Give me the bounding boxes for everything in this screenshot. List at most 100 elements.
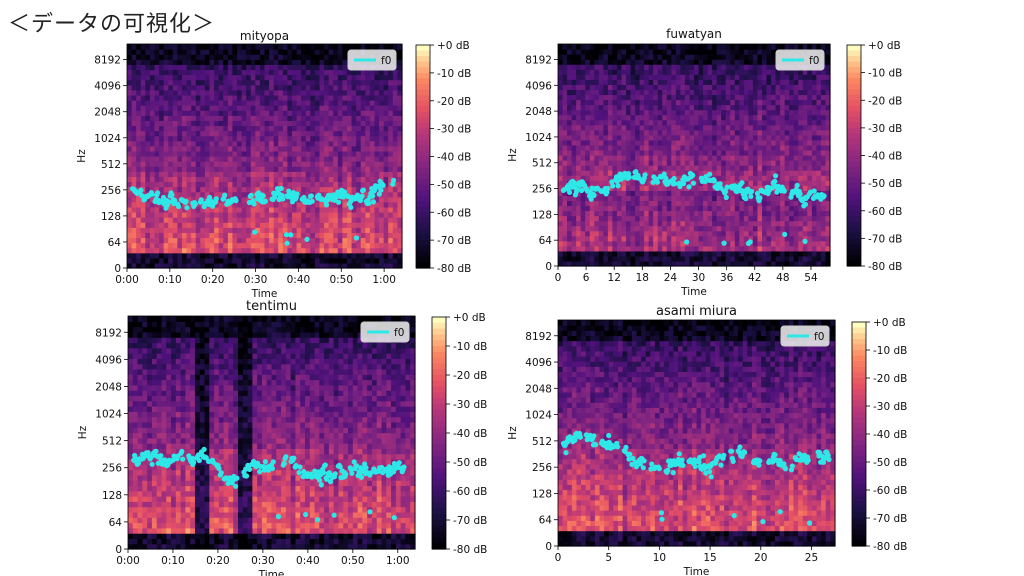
f0-point bbox=[336, 199, 342, 205]
heatmap-cell bbox=[616, 89, 623, 96]
colorbar-step bbox=[416, 240, 430, 247]
heatmap-cell bbox=[374, 196, 380, 203]
heatmap-cell bbox=[707, 44, 713, 50]
heatmap-cell bbox=[292, 64, 298, 71]
heatmap-cell bbox=[648, 200, 654, 207]
heatmap-cell bbox=[580, 160, 586, 166]
heatmap-cell bbox=[282, 262, 289, 269]
heatmap-cell bbox=[140, 89, 146, 96]
heatmap-cell bbox=[191, 237, 197, 244]
heatmap-cell bbox=[657, 170, 663, 176]
heatmap-cell bbox=[603, 44, 609, 50]
heatmap-cell bbox=[594, 69, 600, 75]
heatmap-cell bbox=[694, 119, 700, 126]
heatmap-cell bbox=[644, 49, 650, 55]
heatmap-cell bbox=[607, 139, 613, 146]
heatmap-cell bbox=[168, 64, 174, 71]
heatmap-cell bbox=[639, 44, 645, 50]
heatmap-cell bbox=[209, 247, 215, 254]
heatmap-cell bbox=[712, 225, 718, 232]
heatmap-cell bbox=[273, 100, 279, 106]
heatmap-cell bbox=[630, 190, 636, 196]
heatmap-cell bbox=[558, 114, 564, 121]
heatmap-cell bbox=[360, 69, 366, 76]
heatmap-cell bbox=[301, 206, 307, 213]
heatmap-cell bbox=[246, 171, 252, 177]
heatmap-cell bbox=[292, 181, 298, 188]
heatmap-cell bbox=[218, 242, 224, 249]
heatmap-cell bbox=[168, 49, 174, 55]
heatmap-cell bbox=[571, 79, 577, 85]
heatmap-cell bbox=[200, 54, 206, 60]
heatmap-cell bbox=[707, 139, 713, 146]
heatmap-cell bbox=[752, 114, 759, 121]
heatmap-cell bbox=[186, 49, 192, 55]
heatmap-cell bbox=[603, 124, 609, 131]
heatmap-cell bbox=[209, 212, 215, 218]
heatmap-cell bbox=[324, 145, 330, 152]
heatmap-cell bbox=[626, 165, 632, 171]
heatmap-cell bbox=[703, 165, 709, 171]
heatmap-cell bbox=[314, 186, 321, 193]
heatmap-cell bbox=[223, 74, 229, 81]
heatmap-cell bbox=[314, 201, 321, 208]
heatmap-cell bbox=[657, 114, 663, 121]
heatmap-cell bbox=[379, 105, 385, 111]
heatmap-cell bbox=[131, 237, 137, 244]
heatmap-cell bbox=[209, 262, 215, 269]
heatmap-cell bbox=[305, 130, 311, 137]
heatmap-cell bbox=[337, 49, 344, 55]
heatmap-cell bbox=[712, 79, 718, 85]
heatmap-cell bbox=[635, 119, 641, 126]
heatmap-cell bbox=[246, 64, 252, 71]
heatmap-cell bbox=[177, 120, 183, 127]
heatmap-cell bbox=[698, 59, 704, 65]
heatmap-cell bbox=[752, 49, 759, 55]
heatmap-cell bbox=[666, 160, 672, 166]
heatmap-cell bbox=[145, 181, 151, 188]
heatmap-cell bbox=[154, 262, 160, 269]
heatmap-cell bbox=[662, 160, 668, 166]
heatmap-cell bbox=[186, 125, 192, 132]
heatmap-cell bbox=[182, 59, 188, 65]
heatmap-cell bbox=[603, 165, 609, 171]
heatmap-cell bbox=[383, 89, 389, 96]
heatmap-cell bbox=[319, 59, 325, 65]
heatmap-cell bbox=[127, 89, 133, 96]
heatmap-cell bbox=[195, 161, 201, 167]
heatmap-cell bbox=[365, 110, 371, 116]
heatmap-cell bbox=[136, 145, 142, 152]
heatmap-cell bbox=[337, 171, 344, 177]
heatmap-cell bbox=[209, 135, 215, 142]
heatmap-cell bbox=[635, 104, 641, 111]
heatmap-cell bbox=[644, 44, 650, 50]
heatmap-cell bbox=[347, 140, 353, 147]
heatmap-cell bbox=[392, 145, 399, 152]
heatmap-cell bbox=[666, 245, 672, 252]
heatmap-cell bbox=[337, 201, 344, 208]
heatmap-cell bbox=[136, 94, 142, 101]
heatmap-cell bbox=[734, 74, 740, 80]
heatmap-cell bbox=[365, 44, 371, 50]
heatmap-cell bbox=[310, 59, 316, 65]
heatmap-cell bbox=[237, 84, 243, 91]
heatmap-cell bbox=[571, 84, 577, 91]
heatmap-cell bbox=[191, 222, 197, 228]
heatmap-cell bbox=[739, 220, 745, 227]
heatmap-cell bbox=[204, 79, 211, 86]
heatmap-cell bbox=[626, 89, 632, 96]
heatmap-cell bbox=[287, 145, 293, 152]
heatmap-cell bbox=[567, 200, 573, 207]
heatmap-cell bbox=[195, 232, 201, 239]
heatmap-cell bbox=[585, 220, 591, 227]
heatmap-cell bbox=[716, 84, 722, 91]
heatmap-cell bbox=[172, 227, 179, 233]
heatmap-cell bbox=[703, 190, 709, 196]
heatmap-cell bbox=[675, 49, 681, 55]
heatmap-cell bbox=[209, 115, 215, 121]
heatmap-cell bbox=[269, 140, 275, 147]
heatmap-cell bbox=[127, 105, 133, 111]
heatmap-cell bbox=[397, 79, 403, 86]
heatmap-cell bbox=[282, 161, 289, 167]
heatmap-cell bbox=[168, 69, 174, 76]
